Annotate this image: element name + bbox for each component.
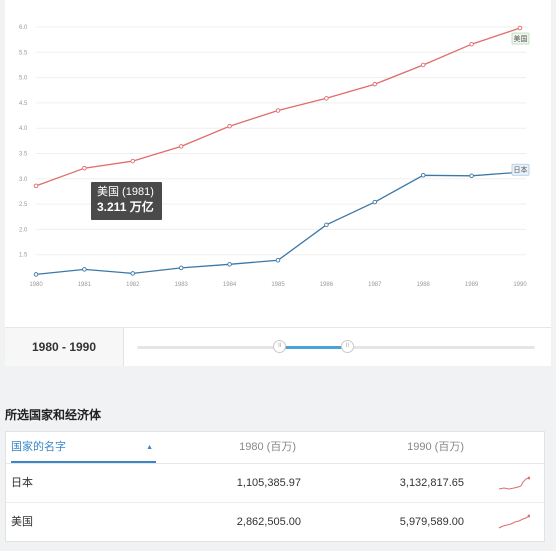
data-point[interactable] (33, 183, 39, 189)
data-point[interactable] (324, 96, 329, 101)
gdp-line-chart[interactable]: 1.5 2.0 2.5 3.0 3.5 4.0 4.5 5.0 5.5 6.0 1980 1981 1… (5, 0, 551, 327)
x-tick-label: 1982 (126, 282, 140, 288)
sort-by-name-header[interactable]: 国家的名字 ▲ (11, 432, 156, 463)
row-country-name[interactable]: 美国 (11, 516, 33, 528)
section-title: 所选国家和经济体 (5, 408, 102, 422)
x-tick-label: 1988 (417, 282, 431, 288)
x-tick-label: 1990 (513, 282, 527, 288)
x-tick-label: 1986 (320, 282, 334, 288)
sort-up-icon: ▲ (146, 444, 153, 451)
series-line-us[interactable] (35, 27, 521, 187)
data-point[interactable] (372, 81, 378, 87)
year-range-bar: 1980 - 1990 II II (5, 327, 551, 366)
table-header: 国家的名字 ▲ 1980 (百万) 1990 (百万) (6, 432, 544, 464)
y-tick-label: 3.5 (19, 152, 28, 158)
year-range-label: 1980 - 1990 (5, 328, 124, 366)
data-point[interactable] (469, 41, 474, 47)
row-value-1990: 5,979,589.00 (399, 516, 464, 528)
sparkline-icon (498, 514, 530, 529)
data-point[interactable] (178, 265, 184, 271)
data-point[interactable] (33, 272, 39, 277)
data-point[interactable] (82, 165, 87, 171)
y-tick-label: 1.5 (19, 253, 28, 259)
y-tick-label: 4.5 (19, 101, 28, 107)
sparkline-icon (498, 476, 530, 490)
header-1980[interactable]: 1980 (百万) (239, 441, 296, 453)
tooltip-value: 3.211 万亿 (97, 200, 154, 214)
x-tick-label: 1984 (223, 282, 237, 288)
data-point[interactable] (517, 25, 523, 31)
year-range-slider[interactable]: II II (137, 340, 535, 353)
y-tick-label: 4.0 (19, 126, 28, 132)
data-point[interactable] (372, 199, 378, 205)
header-1990[interactable]: 1990 (百万) (407, 441, 464, 453)
y-tick-label: 5.5 (19, 50, 28, 56)
data-point[interactable] (275, 258, 281, 263)
row-value-1990: 3,132,817.65 (399, 477, 464, 489)
data-point[interactable] (469, 173, 474, 179)
table-row[interactable]: 日本 1,105,385.97 3,132,817.65 (6, 464, 544, 503)
name-header-label: 国家的名字 (11, 441, 66, 453)
y-tick-label: 3.0 (19, 177, 28, 183)
x-tick-label: 1983 (175, 282, 189, 288)
slider-end-handle[interactable]: II (340, 340, 354, 353)
data-point[interactable] (227, 123, 232, 129)
tooltip-title: 美国 (1981) (97, 186, 154, 198)
y-tick-label: 6.0 (19, 25, 28, 31)
data-point[interactable] (130, 271, 136, 276)
row-value-1980: 1,105,385.97 (236, 477, 301, 489)
x-tick-label: 1989 (465, 282, 479, 288)
series-label-box (511, 32, 530, 45)
data-point[interactable] (82, 267, 87, 272)
row-value-1980: 2,862,505.00 (236, 516, 301, 528)
data-point[interactable] (275, 108, 281, 113)
y-tick-label: 2.0 (19, 227, 28, 233)
country-table: 国家的名字 ▲ 1980 (百万) 1990 (百万) 日本 1,105,385… (5, 431, 545, 542)
x-tick-label: 1980 (29, 282, 43, 288)
slider-selected-range (280, 346, 348, 349)
data-point[interactable] (130, 158, 136, 164)
data-point[interactable] (227, 262, 232, 267)
x-tick-label: 1987 (368, 282, 382, 288)
slider-start-handle[interactable]: II (273, 340, 287, 353)
series-end-label: 美国 (514, 34, 528, 43)
y-tick-label: 2.5 (19, 202, 28, 208)
series-end-label: 日本 (514, 165, 528, 174)
chart-tooltip: 美国 (1981) 3.211 万亿 (91, 182, 162, 220)
row-country-name[interactable]: 日本 (11, 477, 33, 489)
data-point[interactable] (324, 222, 329, 228)
data-point[interactable] (178, 144, 184, 149)
x-tick-label: 1981 (78, 282, 92, 288)
x-tick-label: 1985 (271, 282, 285, 288)
gdp-chart-card: 1.5 2.0 2.5 3.0 3.5 4.0 4.5 5.0 5.5 6.0 1980 1981 1… (5, 0, 551, 327)
data-point[interactable] (420, 173, 426, 178)
series-label-box (511, 163, 530, 176)
data-point[interactable] (420, 62, 426, 68)
y-tick-label: 5.0 (19, 76, 28, 82)
table-row[interactable]: 美国 2,862,505.00 5,979,589.00 (6, 503, 544, 541)
